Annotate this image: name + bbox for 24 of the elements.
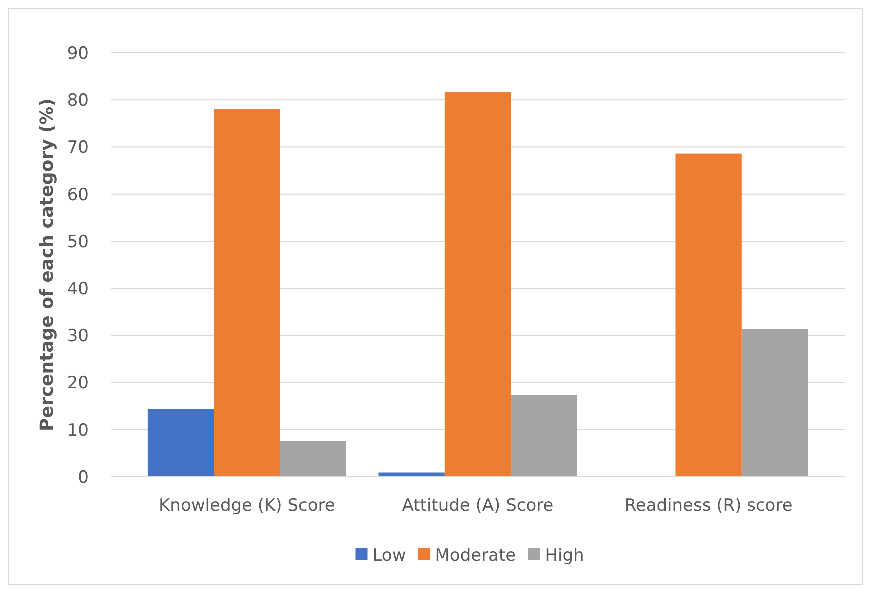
y-tick-label: 90 bbox=[67, 44, 89, 64]
bar bbox=[280, 441, 346, 477]
bar bbox=[742, 329, 808, 477]
legend-label: High bbox=[545, 546, 584, 566]
y-tick-label: 50 bbox=[67, 232, 89, 252]
bar bbox=[676, 154, 742, 477]
legend-label: Moderate bbox=[435, 546, 516, 566]
bar bbox=[148, 409, 214, 477]
legend-label: Low bbox=[372, 546, 406, 566]
y-axis-title: Percentage of each category (%) bbox=[37, 98, 58, 432]
bar bbox=[214, 110, 280, 477]
y-tick-label: 80 bbox=[67, 91, 89, 112]
bar bbox=[444, 92, 512, 477]
y-tick-label: 40 bbox=[67, 280, 89, 300]
y-tick-label: 0 bbox=[78, 468, 89, 488]
y-tick-label: 70 bbox=[67, 138, 89, 158]
x-tick-label: Knowledge (K) Score bbox=[159, 496, 336, 516]
y-tick-label: 30 bbox=[67, 326, 89, 347]
y-tick-label: 10 bbox=[67, 420, 89, 441]
x-tick-label: Readiness (R) score bbox=[624, 496, 793, 516]
x-tick-label: Attitude (A) Score bbox=[402, 496, 554, 516]
bar bbox=[511, 395, 578, 477]
y-tick-label: 20 bbox=[67, 374, 89, 394]
y-tick-label: 60 bbox=[67, 185, 89, 206]
